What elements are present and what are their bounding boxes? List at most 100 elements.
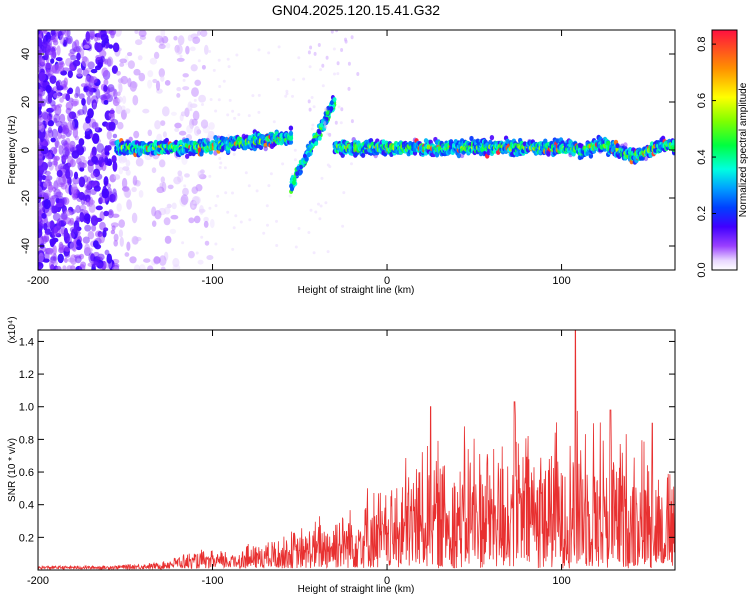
noise-blob: [119, 236, 124, 247]
noise-dot: [319, 204, 323, 208]
noise-dot: [311, 123, 315, 127]
noise-blob: [91, 146, 97, 154]
noise-blob: [130, 81, 138, 89]
noise-blob: [80, 261, 87, 268]
noise-blob: [38, 82, 41, 90]
noise-blob: [65, 169, 71, 180]
noise-dot: [321, 84, 325, 88]
band-blob: [606, 140, 611, 146]
noise-blob: [74, 255, 82, 264]
band-blob: [288, 130, 294, 136]
noise-blob: [50, 30, 56, 36]
noise-dot: [314, 210, 318, 214]
noise-blob: [119, 58, 128, 64]
snr-series-line: [38, 330, 675, 570]
noise-dot: [284, 94, 288, 98]
noise-dot: [212, 68, 216, 72]
noise-blob: [188, 217, 195, 224]
noise-blob: [160, 75, 165, 82]
snr-panel: -200 -100 0 100 0.2 0.4 0.6 0.8 1.0 1.2 1.4 Heigh…: [7, 316, 676, 595]
noise-dot: [219, 161, 223, 165]
noise-blob: [56, 79, 62, 87]
noise-blob: [38, 72, 46, 82]
noise-blob: [87, 162, 94, 173]
noise-blob: [43, 198, 51, 210]
noise-blob: [110, 107, 115, 118]
noise-dot: [192, 201, 196, 205]
noise-blob: [203, 44, 209, 55]
noise-blob: [87, 84, 92, 90]
noise-blob: [121, 95, 127, 104]
noise-blob: [78, 176, 86, 188]
noise-dot: [307, 231, 311, 234]
colorbar-ticks: 0.0 0.2 0.4 0.6 0.8: [696, 36, 716, 278]
noise-blob: [155, 80, 161, 91]
noise-blob: [165, 42, 171, 49]
noise-dot: [257, 110, 261, 114]
noise-blob: [113, 239, 118, 247]
noise-blob: [182, 187, 189, 196]
noise-blob: [63, 257, 68, 263]
noise-blob: [67, 257, 76, 263]
streak-blob: [317, 129, 322, 135]
band-blob: [643, 155, 649, 162]
noise-dot: [197, 59, 201, 63]
noise-dot: [247, 184, 251, 188]
noise-blob: [70, 182, 78, 194]
noise-blob: [46, 247, 53, 256]
noise-blob: [124, 108, 131, 114]
noise-blob: [132, 94, 139, 106]
noise-blob: [147, 79, 153, 89]
streak-faint: [340, 107, 344, 112]
noise-blob: [38, 30, 41, 35]
noise-blob: [147, 70, 154, 78]
noise-blob: [52, 34, 58, 43]
noise-dot: [231, 109, 235, 113]
noise-blob: [47, 120, 55, 127]
noise-blob: [125, 169, 131, 176]
band-blob: [623, 142, 628, 148]
noise-blob: [113, 88, 118, 100]
noise-blob: [64, 246, 70, 253]
noise-dot: [309, 208, 313, 212]
noise-dot: [262, 231, 266, 235]
noise-dot: [302, 77, 306, 81]
noise-dot: [214, 242, 218, 246]
noise-dot: [233, 116, 237, 120]
noise-blob: [172, 257, 180, 268]
noise-blob: [173, 176, 182, 185]
noise-blob: [74, 135, 79, 141]
noise-dot: [218, 166, 222, 169]
noise-blob: [38, 236, 41, 246]
snr-y-tick-label: 0.2: [19, 532, 34, 544]
noise-blob: [143, 258, 151, 263]
noise-dot: [208, 174, 212, 178]
noise-blob: [95, 173, 103, 180]
band-blob: [456, 153, 462, 159]
spectrogram-x-tick-label: -200: [27, 275, 49, 287]
noise-blob: [118, 166, 124, 175]
noise-blob: [91, 155, 99, 163]
snr-x-tick-label: -200: [27, 575, 49, 587]
streak-faint: [321, 63, 325, 68]
noise-blob: [138, 190, 144, 198]
noise-dot: [222, 79, 226, 83]
noise-blob: [40, 30, 47, 33]
noise-blob: [191, 186, 199, 194]
noise-dot: [181, 241, 185, 245]
noise-blob: [62, 124, 69, 136]
noise-blob: [158, 43, 166, 50]
noise-blob: [89, 76, 98, 84]
noise-dot: [209, 98, 213, 101]
noise-blob: [193, 215, 201, 224]
noise-blob: [81, 97, 86, 106]
streak-faint: [308, 107, 312, 112]
noise-blob: [160, 266, 166, 270]
noise-blob: [209, 218, 215, 229]
noise-blob: [100, 33, 109, 42]
noise-blob: [180, 111, 186, 117]
noise-blob: [38, 62, 42, 67]
noise-dot: [218, 157, 222, 160]
snr-y-tick-label: 0.8: [19, 434, 34, 446]
noise-blob: [122, 186, 130, 192]
